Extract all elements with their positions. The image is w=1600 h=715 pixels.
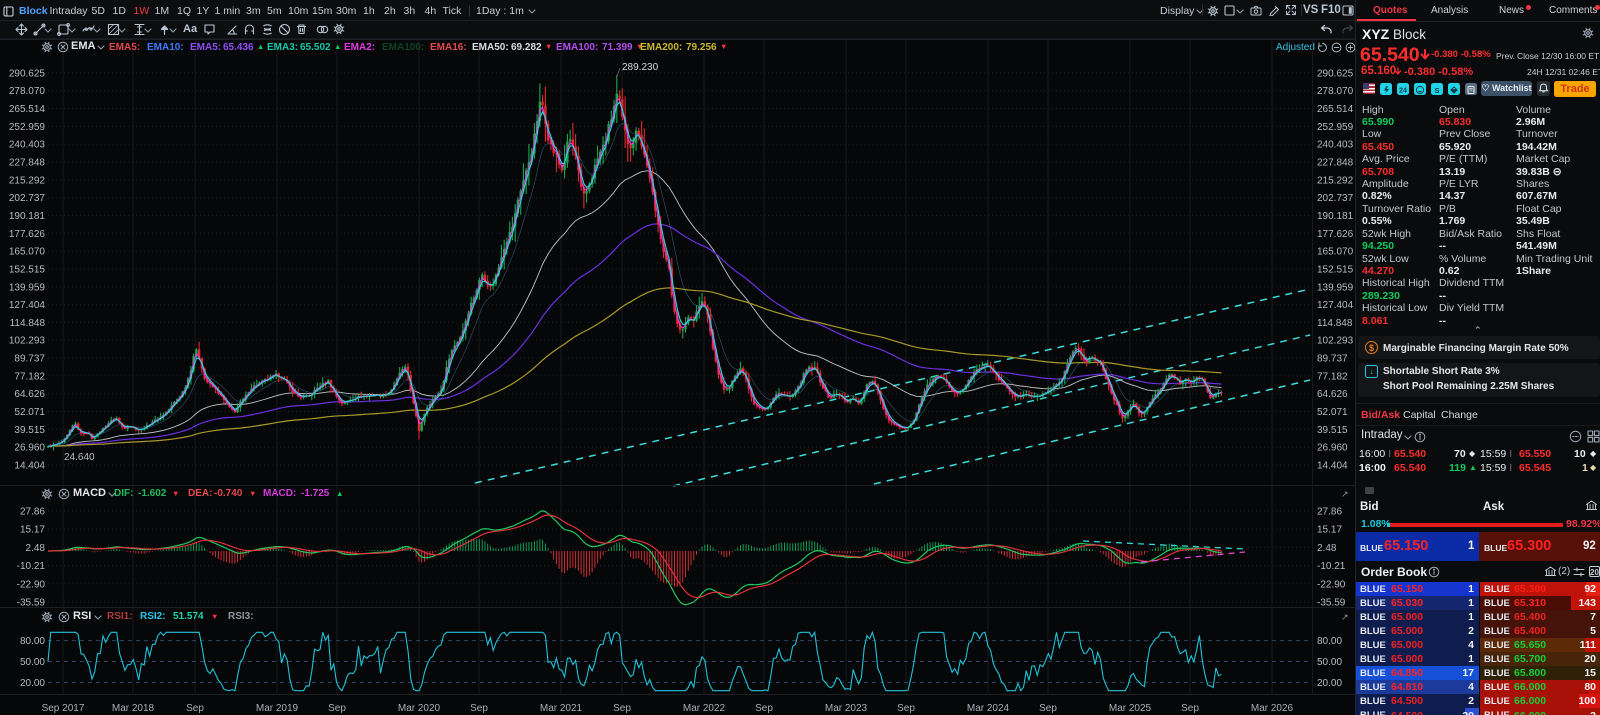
svg-text:290.625: 290.625	[1317, 68, 1354, 79]
svg-text:Sep: Sep	[1181, 703, 1199, 714]
svg-text:89.737: 89.737	[14, 354, 45, 365]
svg-text:39.515: 39.515	[1317, 425, 1348, 436]
svg-text:102.293: 102.293	[9, 336, 46, 347]
svg-text:215.292: 215.292	[9, 175, 46, 186]
svg-text:139.959: 139.959	[1317, 282, 1354, 293]
svg-text:265.514: 265.514	[9, 104, 46, 115]
svg-text:-35.59: -35.59	[1317, 598, 1346, 609]
svg-text:289.230: 289.230	[622, 62, 659, 73]
svg-text:252.959: 252.959	[9, 122, 46, 133]
svg-text:-35.59: -35.59	[17, 598, 46, 609]
svg-text:Sep: Sep	[897, 703, 915, 714]
svg-text:80.00: 80.00	[1317, 636, 1342, 647]
svg-text:64.626: 64.626	[1317, 389, 1348, 400]
svg-text:177.626: 177.626	[1317, 229, 1354, 240]
svg-text:227.848: 227.848	[1317, 158, 1354, 169]
svg-text:50.00: 50.00	[1317, 657, 1342, 668]
svg-text:↗: ↗	[1341, 489, 1349, 499]
svg-text:227.848: 227.848	[9, 158, 46, 169]
svg-text:278.070: 278.070	[9, 86, 46, 97]
svg-text:Sep: Sep	[613, 703, 631, 714]
svg-text:-22.90: -22.90	[17, 579, 46, 590]
svg-text:127.404: 127.404	[1317, 300, 1354, 311]
svg-text:114.848: 114.848	[10, 318, 46, 329]
svg-text:26.960: 26.960	[1317, 443, 1348, 454]
svg-text:77.182: 77.182	[1317, 371, 1348, 382]
svg-text:Mar 2020: Mar 2020	[398, 703, 441, 714]
svg-text:165.070: 165.070	[9, 247, 46, 258]
svg-text:278.070: 278.070	[1317, 86, 1354, 97]
svg-text:39.515: 39.515	[14, 425, 45, 436]
svg-text:15.17: 15.17	[20, 525, 45, 536]
svg-text:Sep: Sep	[1039, 703, 1057, 714]
svg-text:Mar 2021: Mar 2021	[540, 703, 583, 714]
svg-text:20.00: 20.00	[1317, 678, 1342, 689]
svg-text:139.959: 139.959	[9, 282, 46, 293]
svg-text:Sep: Sep	[470, 703, 488, 714]
svg-text:240.403: 240.403	[9, 140, 46, 151]
svg-text:27.86: 27.86	[20, 507, 45, 518]
svg-text:77.182: 77.182	[14, 371, 45, 382]
svg-text:127.404: 127.404	[9, 300, 46, 311]
svg-text:50.00: 50.00	[20, 657, 45, 668]
svg-text:26.960: 26.960	[14, 443, 45, 454]
svg-text:20.00: 20.00	[20, 678, 45, 689]
svg-text:215.292: 215.292	[1317, 175, 1354, 186]
svg-text:15.17: 15.17	[1317, 525, 1342, 536]
svg-text:Sep: Sep	[328, 703, 346, 714]
svg-text:202.737: 202.737	[1317, 193, 1354, 204]
svg-text:24: 24	[1399, 87, 1407, 94]
svg-text:2.48: 2.48	[1317, 543, 1337, 554]
svg-text:252.959: 252.959	[1317, 122, 1354, 133]
svg-text:190.181: 190.181	[9, 211, 46, 222]
svg-text:S: S	[1434, 85, 1439, 94]
svg-text:52.071: 52.071	[14, 407, 45, 418]
svg-text:202.737: 202.737	[9, 193, 46, 204]
svg-text:Mar 2019: Mar 2019	[256, 703, 299, 714]
svg-text:89.737: 89.737	[1317, 354, 1348, 365]
svg-text:-22.90: -22.90	[1317, 579, 1346, 590]
svg-text:80.00: 80.00	[20, 636, 45, 647]
svg-text:265.514: 265.514	[1317, 104, 1354, 115]
svg-text:Mar 2023: Mar 2023	[825, 703, 868, 714]
svg-text:-10.21: -10.21	[1317, 561, 1346, 572]
svg-text:152.515: 152.515	[9, 265, 46, 276]
svg-text:27.86: 27.86	[1317, 507, 1342, 518]
svg-text:14.404: 14.404	[1317, 461, 1348, 472]
svg-text:-10.21: -10.21	[17, 561, 46, 572]
svg-text:Mar 2018: Mar 2018	[112, 703, 155, 714]
svg-text:290.625: 290.625	[9, 68, 46, 79]
svg-text:Sep: Sep	[186, 703, 204, 714]
svg-text:240.403: 240.403	[1317, 140, 1354, 151]
svg-text:↗: ↗	[1341, 612, 1349, 622]
svg-text:Sep 2017: Sep 2017	[42, 703, 85, 714]
svg-text:52.071: 52.071	[1317, 407, 1348, 418]
svg-text:Sep: Sep	[755, 703, 773, 714]
svg-text:114.848: 114.848	[1317, 318, 1353, 329]
svg-text:Mar 2025: Mar 2025	[1109, 703, 1152, 714]
svg-text:165.070: 165.070	[1317, 247, 1354, 258]
svg-text:177.626: 177.626	[9, 229, 46, 240]
svg-text:102.293: 102.293	[1317, 336, 1354, 347]
svg-text:190.181: 190.181	[1317, 211, 1354, 222]
svg-text:64.626: 64.626	[14, 389, 45, 400]
svg-text:14.404: 14.404	[14, 461, 45, 472]
svg-text:Mar 2024: Mar 2024	[967, 703, 1010, 714]
svg-text:24.640: 24.640	[64, 452, 95, 463]
svg-text:152.515: 152.515	[1317, 265, 1354, 276]
svg-text:Mar 2026: Mar 2026	[1251, 703, 1294, 714]
svg-text:2.48: 2.48	[26, 543, 46, 554]
svg-text:Mar 2022: Mar 2022	[683, 703, 726, 714]
